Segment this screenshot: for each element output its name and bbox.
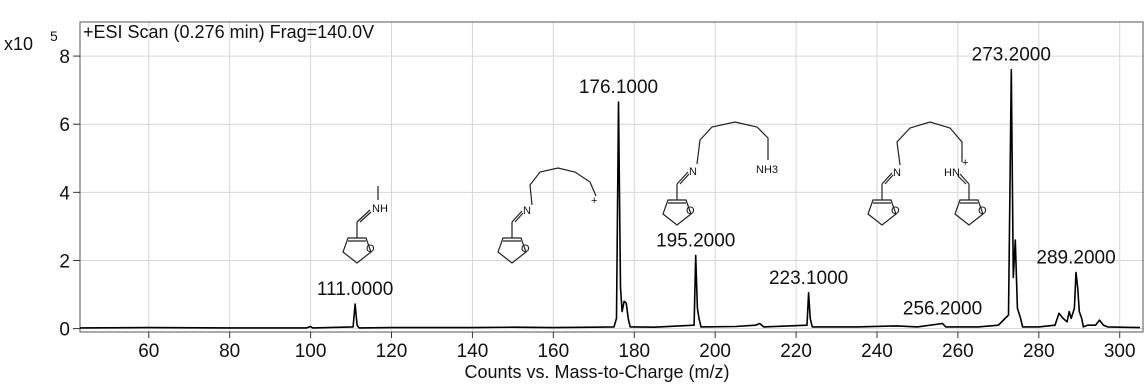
structure-label: NH3 [756, 164, 778, 176]
peak-label: 289.2000 [1036, 247, 1115, 268]
structure-label: + [591, 195, 597, 207]
x-tick-label: 60 [138, 341, 159, 362]
y-multiplier-base: x10 [4, 34, 33, 54]
y-multiplier-exponent: 5 [50, 28, 58, 44]
x-tick-label: 220 [780, 341, 812, 362]
structure-label: HN [944, 167, 960, 179]
structure-methyl-iminium: NH O [342, 186, 388, 264]
x-tick-label: 80 [219, 341, 240, 362]
x-tick-label: 160 [537, 341, 569, 362]
y-tick-label: 6 [59, 115, 70, 136]
peak-label: 256.2000 [903, 298, 982, 319]
structure-drawings: NH O N + O [342, 121, 987, 264]
x-axis-title: Counts vs. Mass-to-Charge (m/z) [464, 362, 729, 382]
structure-label: N [689, 166, 697, 178]
peak-label: 195.2000 [656, 230, 735, 251]
structure-label: O [891, 205, 900, 217]
peak-label: 176.1000 [579, 77, 658, 98]
y-tick-label: 4 [59, 183, 70, 204]
x-tick-label: 180 [618, 341, 650, 362]
peak-label: 223.1000 [769, 268, 848, 289]
structure-amine-imine: N NH3 O [662, 121, 778, 226]
structure-label: + [962, 157, 968, 169]
axis-layer: 60 80 100 120 140 160 180 200 220 240 260 280 300 0 2 4… [59, 21, 1144, 362]
y-tick-label: 2 [59, 251, 70, 272]
x-tick-label: 260 [942, 341, 974, 362]
x-tick-label: 240 [861, 341, 893, 362]
structure-diimine: N HN + O O [867, 121, 987, 226]
structure-label: O [521, 243, 530, 255]
y-tick-label: 0 [59, 320, 70, 341]
x-tick-label: 120 [376, 341, 408, 362]
structure-label: O [366, 243, 375, 255]
y-tick-label: 8 [59, 47, 70, 68]
x-tick-label: 140 [457, 341, 489, 362]
structure-label: NH [372, 203, 388, 215]
annotation-layer: 111.0000 176.1000 195.2000 223.1000 256.2000… [317, 45, 1116, 320]
structure-label: N [523, 205, 531, 217]
structure-label: O [686, 205, 695, 217]
spectrum-trace [79, 68, 1141, 329]
plot-frame [79, 21, 1144, 333]
structure-label: N [893, 167, 901, 179]
x-tick-label: 100 [295, 341, 327, 362]
structure-label: O [978, 205, 987, 217]
x-tick-label: 300 [1104, 341, 1136, 362]
peak-label: 111.0000 [317, 279, 393, 300]
x-tick-label: 280 [1023, 341, 1055, 362]
structure-chain-imine: N + O [497, 167, 597, 264]
series-layer [79, 68, 1141, 329]
chart-title: +ESI Scan (0.276 min) Frag=140.0V [83, 22, 374, 42]
x-tick-label: 200 [699, 341, 731, 362]
grid-layer [80, 22, 1144, 332]
peak-label: 273.2000 [972, 45, 1051, 66]
